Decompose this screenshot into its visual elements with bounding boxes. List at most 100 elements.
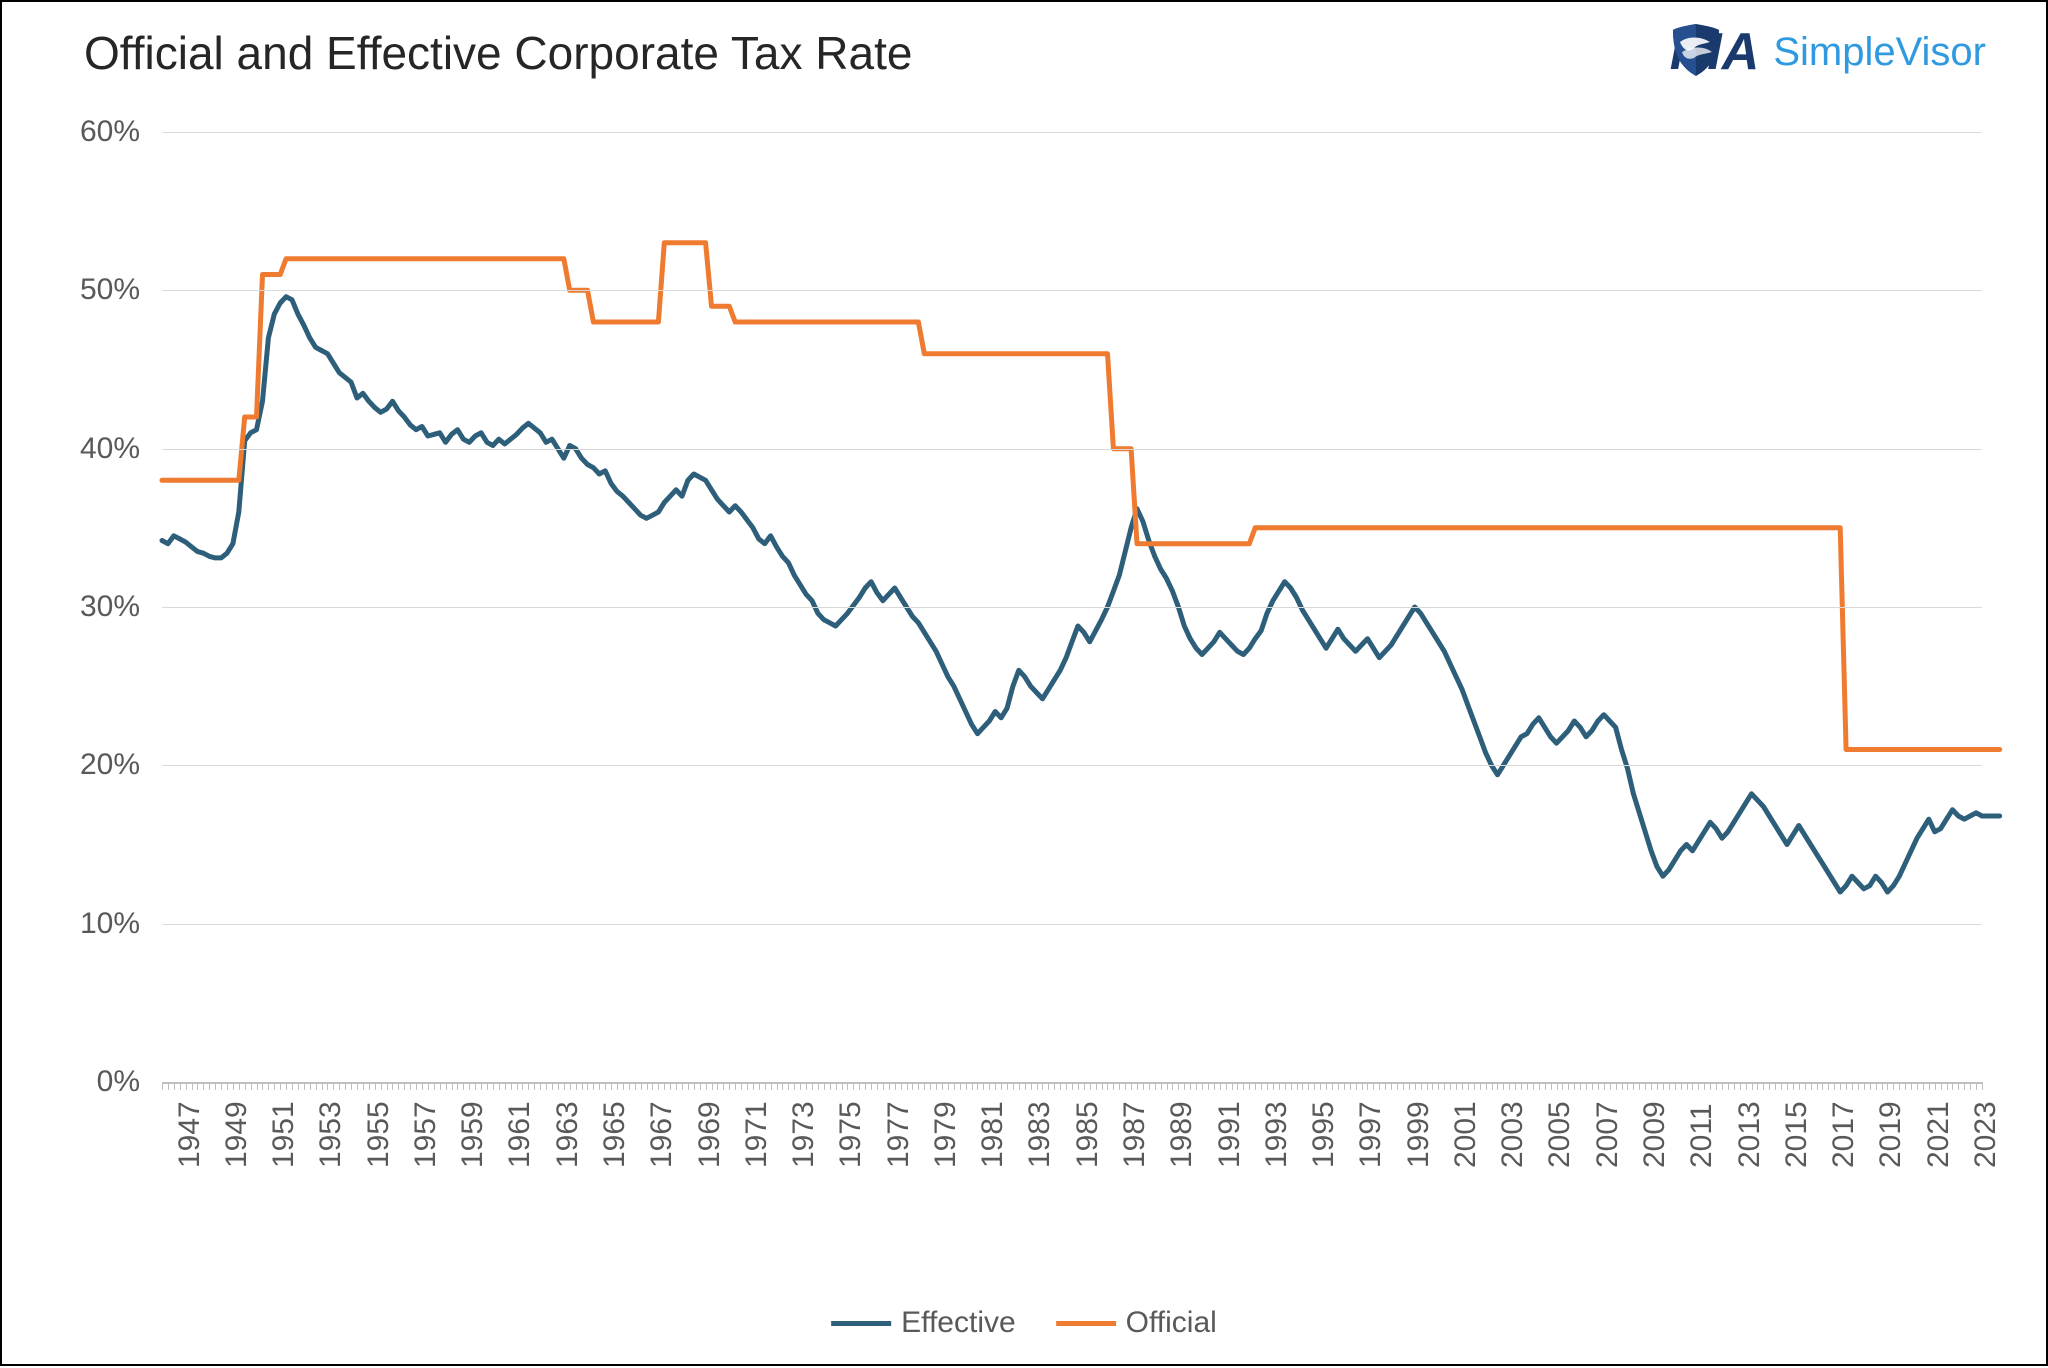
x-tick: [647, 1082, 648, 1090]
x-axis-label: 1963: [551, 1101, 585, 1168]
x-tick: [847, 1082, 848, 1090]
x-tick: [1084, 1082, 1085, 1090]
x-tick: [1243, 1082, 1244, 1090]
x-tick: [1787, 1082, 1788, 1090]
y-axis-label: 60%: [80, 115, 140, 149]
x-tick: [1622, 1082, 1623, 1090]
x-tick: [292, 1082, 293, 1090]
x-tick: [889, 1082, 890, 1090]
x-tick: [517, 1082, 518, 1090]
x-tick: [440, 1082, 441, 1090]
y-axis-label: 0%: [97, 1065, 140, 1099]
x-tick: [629, 1082, 630, 1090]
x-tick: [587, 1082, 588, 1090]
x-tick: [782, 1082, 783, 1090]
x-tick: [1651, 1082, 1652, 1090]
x-tick: [375, 1082, 376, 1090]
x-tick: [345, 1082, 346, 1090]
x-tick: [806, 1082, 807, 1090]
x-tick: [387, 1082, 388, 1090]
x-tick: [824, 1082, 825, 1090]
x-tick: [1155, 1082, 1156, 1090]
x-tick: [972, 1082, 973, 1090]
x-tick: [162, 1082, 163, 1090]
x-tick: [599, 1082, 600, 1090]
x-tick: [357, 1082, 358, 1090]
x-tick: [316, 1082, 317, 1090]
x-tick: [1704, 1082, 1705, 1090]
x-tick: [1562, 1082, 1563, 1090]
x-tick: [605, 1082, 606, 1090]
legend-swatch: [831, 1321, 891, 1326]
x-tick: [392, 1082, 393, 1090]
x-tick: [1752, 1082, 1753, 1090]
x-tick: [1616, 1082, 1617, 1090]
x-tick: [1633, 1082, 1634, 1090]
x-tick: [1893, 1082, 1894, 1090]
x-tick: [1285, 1082, 1286, 1090]
x-tick: [1521, 1082, 1522, 1090]
x-tick: [1728, 1082, 1729, 1090]
x-axis-label: 1971: [740, 1101, 774, 1168]
x-tick: [457, 1082, 458, 1090]
x-tick: [1923, 1082, 1924, 1090]
x-tick: [1143, 1082, 1144, 1090]
x-tick: [280, 1082, 281, 1090]
series-official: [162, 243, 2000, 750]
x-tick: [907, 1082, 908, 1090]
x-tick: [1450, 1082, 1451, 1090]
x-axis-label: 2011: [1685, 1103, 1719, 1168]
x-tick: [1066, 1082, 1067, 1090]
x-tick: [1291, 1082, 1292, 1090]
x-tick: [1805, 1082, 1806, 1090]
x-tick: [682, 1082, 683, 1090]
x-tick: [1415, 1082, 1416, 1090]
x-tick: [576, 1082, 577, 1090]
x-tick: [1864, 1082, 1865, 1090]
x-axis-label: 1997: [1354, 1101, 1388, 1168]
x-tick: [1214, 1082, 1215, 1090]
x-tick: [1421, 1082, 1422, 1090]
x-tick: [1037, 1082, 1038, 1090]
x-tick: [1976, 1082, 1977, 1090]
x-tick: [741, 1082, 742, 1090]
x-tick: [1846, 1082, 1847, 1090]
x-axis-label: 1959: [456, 1101, 490, 1168]
x-tick: [1639, 1082, 1640, 1090]
x-tick: [688, 1082, 689, 1090]
x-axis-label: 2005: [1543, 1101, 1577, 1168]
x-tick: [1356, 1082, 1357, 1090]
x-tick: [446, 1082, 447, 1090]
x-tick: [1958, 1082, 1959, 1090]
x-tick: [428, 1082, 429, 1090]
x-tick: [1533, 1082, 1534, 1090]
y-axis-label: 10%: [80, 907, 140, 941]
x-tick: [759, 1082, 760, 1090]
x-tick: [777, 1082, 778, 1090]
x-tick: [339, 1082, 340, 1090]
legend-label: Effective: [901, 1306, 1016, 1340]
x-tick: [593, 1082, 594, 1090]
x-tick: [398, 1082, 399, 1090]
x-tick: [977, 1082, 978, 1090]
x-tick: [895, 1082, 896, 1090]
x-tick: [351, 1082, 352, 1090]
x-tick: [700, 1082, 701, 1090]
x-tick: [954, 1082, 955, 1090]
x-tick: [1279, 1082, 1280, 1090]
gridline: [162, 765, 1982, 766]
x-tick: [410, 1082, 411, 1090]
gridline: [162, 607, 1982, 608]
x-tick: [381, 1082, 382, 1090]
x-axis-label: 1949: [220, 1101, 254, 1168]
x-axis-label: 1947: [173, 1101, 207, 1168]
x-tick: [1793, 1082, 1794, 1090]
x-tick: [1054, 1082, 1055, 1090]
x-tick: [416, 1082, 417, 1090]
x-tick: [788, 1082, 789, 1090]
x-tick: [1456, 1082, 1457, 1090]
x-tick: [1852, 1082, 1853, 1090]
x-tick: [1610, 1082, 1611, 1090]
x-tick: [1834, 1082, 1835, 1090]
x-tick: [1273, 1082, 1274, 1090]
